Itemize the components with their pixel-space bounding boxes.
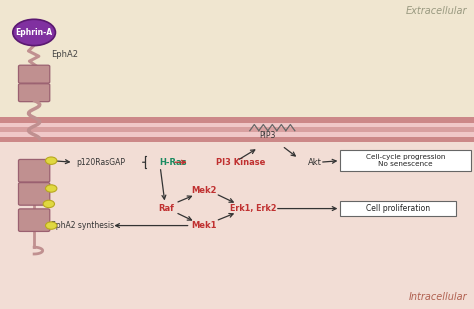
Bar xyxy=(0,142,474,309)
Bar xyxy=(0,123,474,127)
Text: Akt: Akt xyxy=(308,158,322,167)
FancyBboxPatch shape xyxy=(340,201,456,216)
Text: Ephrin-A: Ephrin-A xyxy=(16,28,53,37)
FancyBboxPatch shape xyxy=(18,84,50,102)
Bar xyxy=(0,127,474,132)
FancyBboxPatch shape xyxy=(18,65,50,83)
FancyBboxPatch shape xyxy=(340,150,471,171)
Bar xyxy=(0,137,474,142)
Ellipse shape xyxy=(13,19,55,45)
Bar xyxy=(0,132,474,137)
Text: PI3 Kinase: PI3 Kinase xyxy=(216,158,265,167)
Text: Mek1: Mek1 xyxy=(191,221,217,230)
Circle shape xyxy=(43,200,55,208)
Bar xyxy=(0,0,474,117)
Text: Extracellular: Extracellular xyxy=(405,6,467,16)
Bar xyxy=(0,117,474,123)
FancyBboxPatch shape xyxy=(18,209,50,231)
Circle shape xyxy=(46,157,57,164)
FancyBboxPatch shape xyxy=(18,183,50,205)
Circle shape xyxy=(46,185,57,192)
Text: p120RasGAP: p120RasGAP xyxy=(76,158,125,167)
Text: EphA2 synthesis: EphA2 synthesis xyxy=(51,221,115,230)
Text: Cell-cycle progression: Cell-cycle progression xyxy=(365,154,445,160)
Text: Intracellular: Intracellular xyxy=(408,292,467,302)
Text: H-Ras: H-Ras xyxy=(159,158,186,167)
Text: Raf: Raf xyxy=(158,204,174,213)
Text: PIP3: PIP3 xyxy=(260,131,276,141)
Text: EphA2: EphA2 xyxy=(51,49,78,59)
Text: No senescence: No senescence xyxy=(378,161,433,167)
Circle shape xyxy=(46,222,57,229)
Text: Mek2: Mek2 xyxy=(191,185,217,195)
Text: Erk1, Erk2: Erk1, Erk2 xyxy=(230,204,277,213)
Text: Cell proliferation: Cell proliferation xyxy=(366,204,430,213)
FancyBboxPatch shape xyxy=(18,159,50,182)
